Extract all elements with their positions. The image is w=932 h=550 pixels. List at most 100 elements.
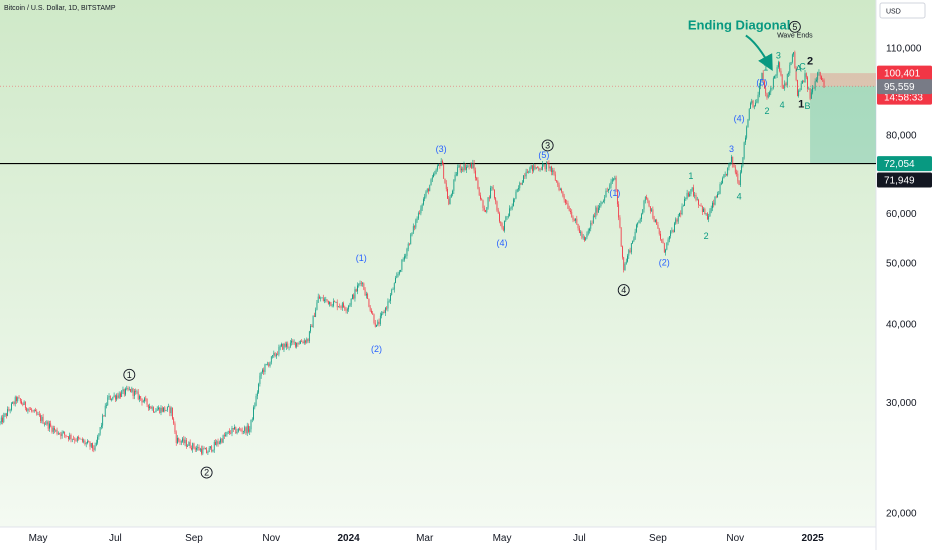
candle-body — [405, 255, 407, 257]
candle-body — [293, 341, 295, 343]
candle-body — [131, 388, 133, 392]
candle-body — [752, 100, 754, 107]
candle-body — [590, 222, 592, 229]
candle-body — [68, 436, 69, 439]
candle-body — [567, 203, 569, 209]
candle-body — [97, 436, 99, 443]
candle-body — [429, 185, 431, 192]
candle-body — [714, 196, 716, 205]
candle-body — [253, 407, 254, 420]
candle-body — [671, 230, 673, 232]
candle-body — [519, 182, 521, 189]
candle-body — [363, 283, 365, 290]
candle-body — [558, 184, 560, 191]
candle-body — [112, 396, 114, 400]
candle-body — [32, 410, 34, 412]
currency-badge-label[interactable]: USD — [886, 9, 901, 16]
candle-body — [273, 353, 275, 356]
candle-body — [624, 263, 626, 271]
candle-body — [610, 181, 612, 186]
candle-body — [434, 173, 436, 175]
candle-body — [453, 180, 455, 191]
candle-body — [562, 191, 564, 196]
position-reward-zone[interactable] — [810, 86, 876, 164]
position-risk-zone[interactable] — [810, 73, 876, 87]
ending-diagonal-arrow — [745, 34, 773, 71]
candle-body — [40, 415, 41, 421]
candle-body — [133, 390, 135, 396]
candle-body — [793, 52, 794, 55]
candle-body — [178, 437, 180, 441]
candle-body — [488, 197, 490, 199]
candle-body — [741, 165, 743, 173]
candle-body — [161, 407, 163, 412]
candle-body — [462, 168, 464, 171]
wave-label-green: 3 — [776, 50, 781, 60]
candle-body — [23, 401, 25, 405]
short-position-tool[interactable] — [810, 73, 876, 164]
candle-body — [603, 200, 604, 202]
wave-label-blue: (5) — [538, 150, 549, 160]
candle-body — [497, 210, 499, 214]
candle-body — [390, 294, 391, 301]
candle-body — [270, 356, 272, 363]
candle-body — [294, 341, 296, 347]
candle-body — [582, 236, 584, 238]
candle-body — [513, 199, 514, 206]
candle-body — [618, 204, 620, 218]
candle-body — [277, 354, 279, 355]
candle-body — [494, 189, 495, 198]
wave-circle — [123, 368, 136, 381]
ending-diagonal-label: Ending Diagonal — [688, 17, 791, 32]
candle-body — [71, 438, 73, 440]
candle-body — [542, 164, 543, 170]
candle-body — [798, 90, 800, 97]
candle-body — [188, 442, 190, 446]
candle-body — [302, 341, 304, 343]
candle-body — [117, 395, 119, 398]
candle-body — [478, 188, 480, 196]
candle-body — [520, 182, 522, 185]
candle-body — [312, 315, 314, 327]
candle-body — [19, 398, 21, 402]
candle-body — [532, 165, 533, 171]
candle-body — [718, 193, 720, 195]
candle-body — [109, 395, 111, 400]
candle-body — [220, 439, 221, 443]
candle-body — [492, 187, 494, 190]
candle-body — [393, 283, 395, 290]
candle-body — [144, 398, 145, 402]
candle-body — [279, 346, 281, 348]
candle-body — [648, 200, 650, 207]
candle-body — [146, 398, 148, 405]
candle-body — [379, 315, 381, 324]
candle-body — [163, 407, 164, 412]
candle-body — [529, 167, 531, 173]
candle-body — [246, 425, 248, 434]
candle-body — [510, 208, 512, 209]
candle-body — [502, 227, 504, 231]
price-tag-prev-value: 95,559 — [884, 82, 915, 93]
currency-badge[interactable]: USD — [879, 2, 926, 19]
candle-body — [431, 177, 433, 180]
candle-body — [409, 243, 410, 245]
currency-badge-box[interactable] — [879, 2, 926, 19]
candle-body — [305, 340, 306, 343]
candle-body — [5, 413, 7, 416]
candle-body — [372, 312, 374, 315]
candle-body — [311, 325, 313, 327]
candle-body — [668, 235, 670, 240]
candle-body — [235, 427, 237, 434]
wave-label-blue: (3) — [436, 144, 447, 154]
candle-body — [292, 340, 294, 342]
candle-body — [420, 208, 422, 214]
wave-ends-label: Wave Ends — [777, 32, 813, 39]
candle-body — [630, 243, 632, 253]
candle-body — [51, 426, 53, 432]
price-tag-target — [877, 156, 932, 172]
candle-body — [130, 388, 131, 392]
candle-body — [415, 220, 417, 228]
wave-circle — [200, 466, 213, 479]
